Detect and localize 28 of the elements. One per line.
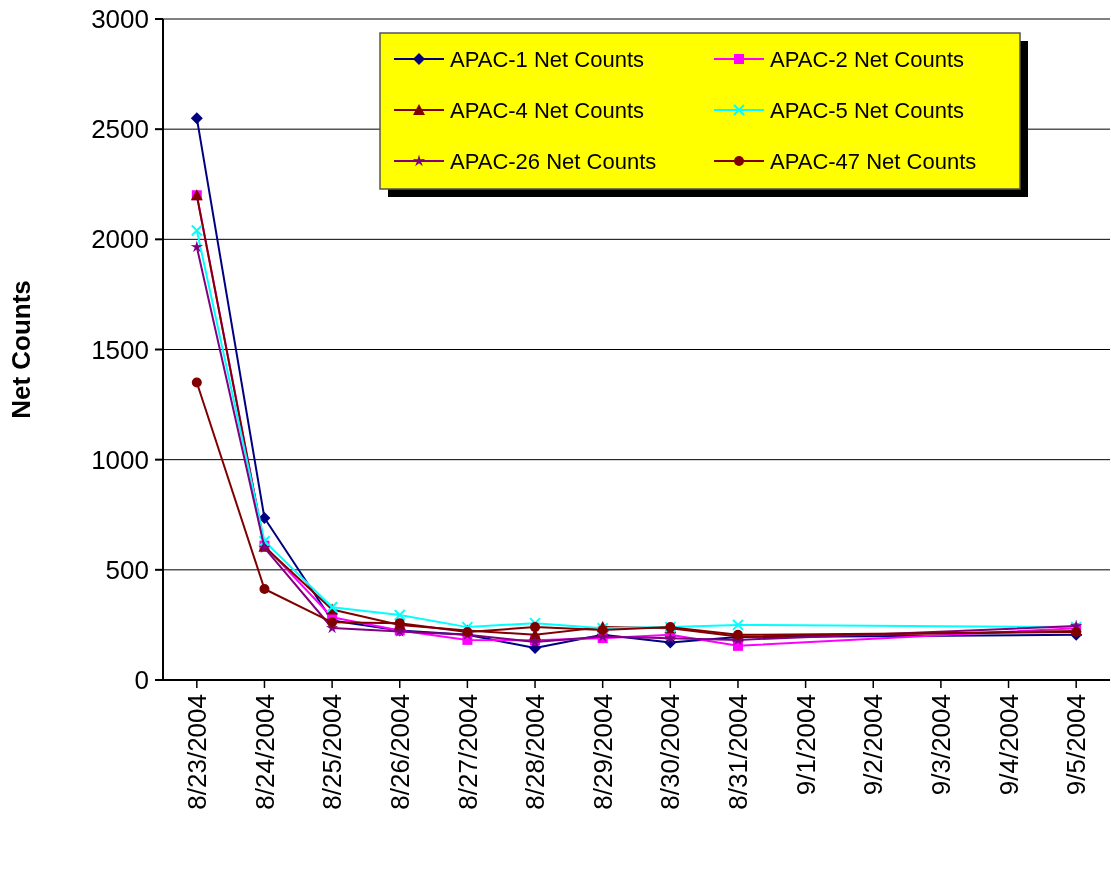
x-tick-label: 9/3/2004	[925, 694, 956, 796]
x-tick-label: 8/30/2004	[655, 694, 686, 810]
x-tick-label: 9/2/2004	[858, 694, 889, 796]
x-tick-label: 8/23/2004	[181, 694, 212, 810]
y-tick-label: 1500	[91, 334, 149, 365]
x-tick-label: 8/31/2004	[723, 694, 754, 810]
x-tick-label: 8/28/2004	[520, 694, 551, 810]
y-tick-label: 1000	[91, 444, 149, 475]
y-tick-label: 500	[105, 554, 149, 585]
y-tick-label: 0	[134, 665, 149, 696]
x-tick-label: 8/25/2004	[317, 694, 348, 810]
legend-label: APAC-5 Net Counts	[770, 97, 965, 123]
x-tick-label: 9/1/2004	[790, 694, 821, 796]
legend-label: APAC-26 Net Counts	[450, 148, 657, 174]
legend-label: APAC-47 Net Counts	[770, 148, 977, 174]
y-tick-label: 2000	[91, 224, 149, 255]
x-tick-label: 8/27/2004	[452, 694, 483, 810]
legend-label: APAC-2 Net Counts	[770, 46, 965, 72]
x-tick-label: 9/4/2004	[993, 694, 1024, 796]
y-tick-label: 3000	[91, 4, 149, 35]
y-tick-label: 2500	[91, 114, 149, 145]
legend-label: APAC-4 Net Counts	[450, 97, 645, 123]
y-axis-title: Net Counts	[6, 280, 36, 419]
x-tick-label: 8/24/2004	[249, 694, 280, 810]
x-tick-label: 8/26/2004	[384, 694, 415, 810]
x-tick-label: 8/29/2004	[587, 694, 618, 810]
x-tick-label: 9/5/2004	[1061, 694, 1092, 796]
legend-label: APAC-1 Net Counts	[450, 46, 645, 72]
